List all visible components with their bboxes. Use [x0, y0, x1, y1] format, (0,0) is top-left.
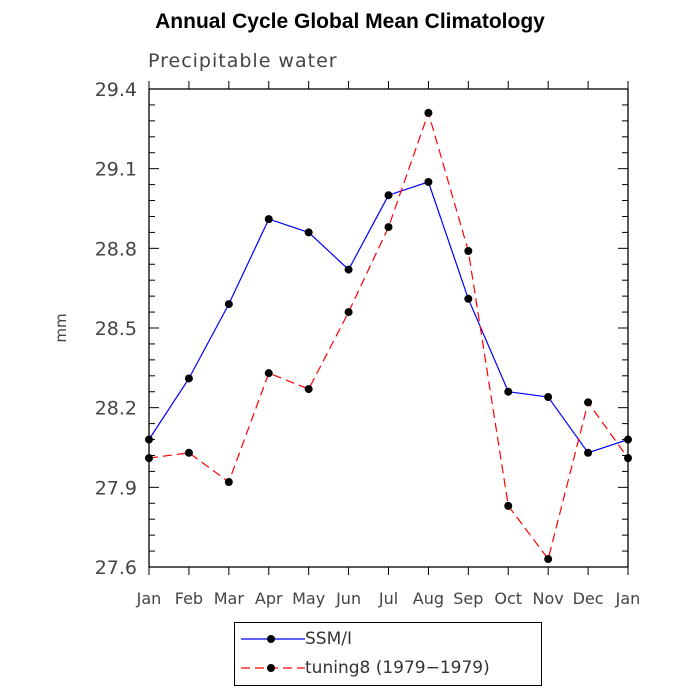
series-layer — [145, 108, 632, 564]
data-point — [544, 555, 553, 564]
data-point — [384, 191, 393, 200]
series-1 — [145, 108, 632, 564]
series-0 — [145, 177, 632, 457]
x-tick-label: Jul — [378, 589, 398, 608]
legend-item-ssmi: SSM/I — [235, 625, 541, 653]
y-tick-label: 28.2 — [95, 398, 137, 420]
data-point — [544, 393, 553, 402]
x-tick-label: Sep — [453, 589, 483, 608]
x-tick-label: Dec — [573, 589, 604, 608]
data-point — [145, 435, 153, 444]
data-point — [264, 369, 273, 378]
axis-ticks — [148, 81, 629, 575]
data-point — [504, 387, 513, 396]
x-tick-label: May — [292, 589, 325, 608]
data-point — [224, 300, 233, 309]
x-tick-label: Aug — [413, 589, 444, 608]
legend: SSM/I tuning8 (1979−1979) — [234, 622, 542, 686]
data-point — [145, 454, 153, 463]
data-point — [344, 265, 353, 274]
data-point — [304, 228, 313, 237]
data-point — [424, 177, 433, 186]
y-tick-label: 29.4 — [95, 79, 137, 101]
x-tick-label: Apr — [255, 589, 283, 608]
data-point — [504, 501, 513, 510]
legend-label-ssmi: SSM/I — [305, 629, 352, 649]
legend-item-tuning8: tuning8 (1979−1979) — [235, 654, 541, 682]
data-point — [184, 374, 193, 383]
x-tick-label: Feb — [175, 589, 203, 608]
x-tick-label: Jan — [136, 589, 162, 608]
data-point — [184, 448, 193, 457]
x-tick-label: Jan — [615, 589, 641, 608]
data-point — [304, 385, 313, 394]
data-point — [264, 215, 273, 224]
chart-subtitle: Precipitable water — [148, 50, 338, 72]
chart-title: Annual Cycle Global Mean Climatology — [155, 10, 545, 33]
data-point — [624, 454, 632, 463]
data-point — [464, 294, 473, 303]
legend-swatch-ssmi — [241, 635, 305, 643]
data-point — [464, 246, 473, 255]
y-tick-label: 29.1 — [95, 159, 137, 181]
y-tick-labels: 27.6 27.9 28.2 28.5 28.8 29.1 29.4 — [95, 79, 137, 579]
y-tick-label: 28.8 — [95, 238, 137, 260]
y-tick-label: 27.9 — [95, 477, 137, 499]
legend-swatch-tuning8 — [241, 664, 305, 672]
data-point — [384, 223, 393, 232]
y-tick-label: 27.6 — [95, 557, 137, 579]
x-tick-label: Nov — [533, 589, 564, 608]
x-tick-label: Mar — [214, 589, 245, 608]
x-tick-label: Jun — [335, 589, 361, 608]
data-point — [584, 448, 593, 457]
x-tick-labels: Jan Feb Mar Apr May Jun Jul Aug Sep Oct Nov Dec Jan — [136, 589, 641, 608]
data-point — [584, 398, 593, 407]
x-tick-label: Oct — [494, 589, 522, 608]
legend-label-tuning8: tuning8 (1979−1979) — [305, 658, 490, 678]
data-point — [624, 435, 632, 444]
series-line — [148, 110, 629, 561]
data-point — [224, 478, 233, 487]
data-point — [344, 308, 353, 317]
y-axis-label: mm — [52, 313, 70, 342]
plot-frame — [148, 88, 629, 568]
data-point — [424, 108, 433, 117]
series-line — [148, 181, 629, 454]
y-tick-label: 28.5 — [95, 318, 137, 340]
